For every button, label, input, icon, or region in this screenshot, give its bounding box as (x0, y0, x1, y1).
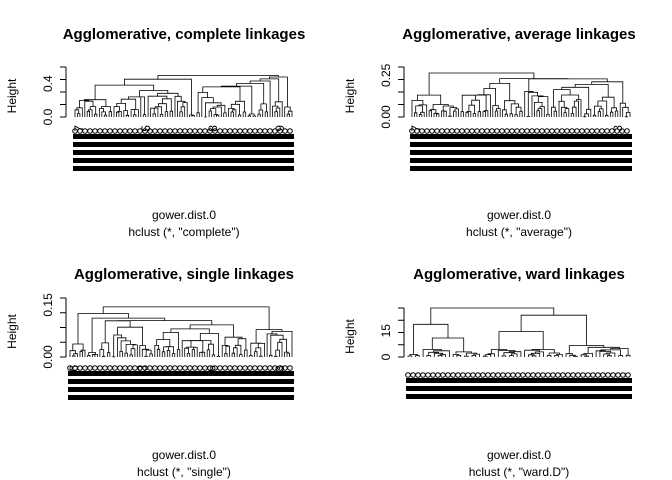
dendrogram-branches (411, 72, 631, 118)
chart-title: Agglomerative, single linkages (74, 266, 294, 283)
leaf-label: 3 (611, 125, 625, 132)
y-tick-label: 0.00 (379, 105, 393, 129)
x-axis-label: gower.dist.0 (487, 448, 551, 462)
x-axis-label: gower.dist.0 (152, 448, 216, 462)
x-axis-sublabel: hclust (*, "average") (466, 225, 572, 239)
leaf-label: 3 (136, 365, 150, 372)
chart-title: Agglomerative, complete linkages (63, 26, 306, 43)
x-axis-label: gower.dist.0 (487, 208, 551, 222)
y-tick-label: 0.15 (41, 293, 55, 317)
dendrogram-panel-4: Agglomerative, ward linkages 0 15 Height gow… (343, 266, 632, 479)
dendrogram-panel-1: Agglomerative, complete linkages 0.0 0.4 He… (5, 26, 305, 239)
y-axis-label: Height (5, 313, 19, 348)
leaf-label: 7 (72, 125, 86, 132)
dendrogram-branches (69, 306, 293, 358)
y-tick-label: 0.00 (41, 345, 55, 369)
leaf-label: 8 (206, 125, 220, 132)
y-axis-label: Height (343, 318, 357, 353)
y-tick-label: 0.25 (379, 63, 393, 87)
x-axis-label: gower.dist.0 (152, 208, 216, 222)
y-tick-label: 0 (379, 353, 393, 360)
leaf-labels (72, 128, 294, 171)
leaf-label: 7 (409, 125, 423, 132)
dendrogram-branches (407, 307, 631, 357)
leaf-label: 3 (273, 365, 287, 372)
dendrogram-branches (74, 75, 293, 118)
dendrogram-panel-3: Agglomerative, single linkages 0.00 0.15 He… (5, 266, 294, 479)
leaf-labels (405, 372, 632, 399)
y-axis-label: Height (5, 78, 19, 113)
y-axis-label: Height (343, 78, 357, 113)
y-tick-label: 0.0 (41, 108, 55, 125)
x-axis-sublabel: hclust (*, "single") (137, 465, 231, 479)
x-axis-sublabel: hclust (*, "complete") (128, 225, 239, 239)
chart-title: Agglomerative, ward linkages (413, 266, 625, 283)
leaf-label: 9 (273, 125, 287, 132)
y-tick-label: 0.4 (41, 75, 55, 92)
leaf-label: 6 (67, 365, 81, 372)
leaf-labels (409, 128, 632, 171)
chart-title: Agglomerative, average linkages (402, 26, 635, 43)
leaf-labels (67, 365, 294, 400)
x-axis-sublabel: hclust (*, "ward.D") (469, 465, 570, 479)
dendrogram-panel-2: Agglomerative, average linkages 0.00 0.25 H… (343, 26, 636, 239)
leaf-label: 6 (204, 365, 218, 372)
y-tick-label: 15 (379, 324, 393, 338)
leaf-label: 5 (139, 125, 153, 132)
